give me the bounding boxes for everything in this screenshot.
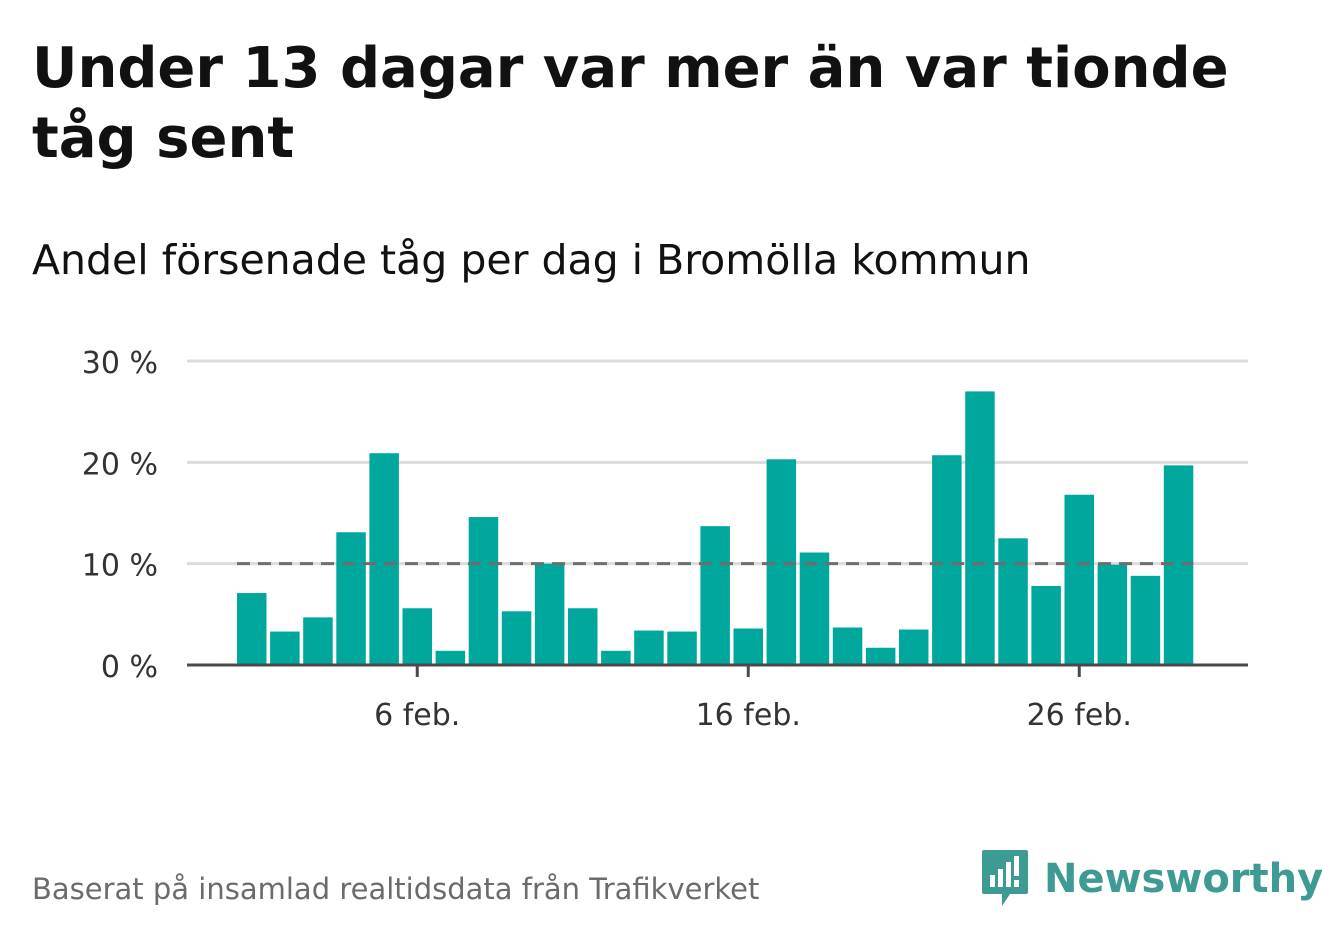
y-tick-label: 30 % bbox=[82, 346, 158, 381]
newsworthy-logo-icon bbox=[982, 850, 1028, 906]
bar: 27 feb.: 9.9 bbox=[1097, 564, 1128, 665]
bar: 28 feb.: 8.8 bbox=[1130, 575, 1161, 665]
bar: 8 feb.: 14.6 bbox=[468, 517, 499, 665]
chart-title: Under 13 dagar var mer än var tionde tåg… bbox=[32, 36, 1229, 171]
bar: 4 feb.: 13.1 bbox=[336, 532, 366, 665]
source-note: Baserat på insamlad realtidsdata från Tr… bbox=[32, 872, 760, 906]
bar: 9 feb.: 5.3 bbox=[501, 611, 532, 665]
bar: 3 feb.: 4.7 bbox=[303, 617, 333, 665]
bar: 15 feb.: 13.7 bbox=[700, 526, 730, 665]
x-tick-label: 6 feb. bbox=[374, 698, 460, 733]
bar: 23 feb.: 27 bbox=[965, 391, 995, 665]
x-axis: 6 feb. 16 feb. 26 feb. bbox=[187, 663, 1248, 733]
bar: 22 feb.: 20.7 bbox=[932, 455, 962, 665]
bar: 2 feb.: 3.3 bbox=[270, 631, 300, 665]
y-tick-label: 10 % bbox=[82, 549, 158, 584]
bar: 12 feb.: 1.4 bbox=[601, 650, 631, 665]
brand-name: Newsworthy bbox=[1044, 856, 1322, 902]
bar: 17 feb.: 20.3 bbox=[766, 459, 797, 665]
bar: 18 feb.: 11.1 bbox=[799, 552, 830, 665]
bar: 19 feb.: 3.7 bbox=[832, 627, 863, 665]
bar: 11 feb.: 5.6 bbox=[568, 608, 598, 665]
bars: 1 feb.: 7.12 feb.: 3.33 feb.: 4.74 feb.:… bbox=[237, 391, 1194, 665]
chart-subtitle: Andel försenade tåg per dag i Bromölla k… bbox=[32, 236, 1031, 284]
x-tick-label: 26 feb. bbox=[1027, 698, 1132, 733]
bar: 25 feb.: 7.8 bbox=[1031, 585, 1061, 665]
bar: 7 feb.: 1.4 bbox=[435, 650, 466, 665]
bar: 21 feb.: 3.5 bbox=[899, 629, 929, 665]
bar: 10 feb.: 10 bbox=[534, 563, 565, 665]
bar: 29 feb.: 19.7 bbox=[1163, 465, 1194, 665]
bar: 6 feb.: 5.6 bbox=[402, 608, 432, 665]
y-axis-ticks: 0 % 10 % 20 % 30 % bbox=[82, 346, 158, 685]
bar: 20 feb.: 1.7 bbox=[865, 647, 896, 665]
brand-logo[interactable]: Newsworthy bbox=[980, 848, 1322, 910]
bar: 1 feb.: 7.1 bbox=[237, 593, 267, 665]
bar: 16 feb.: 3.6 bbox=[733, 628, 763, 665]
x-tick-label: 16 feb. bbox=[696, 698, 801, 733]
bar: 24 feb.: 12.5 bbox=[998, 538, 1028, 665]
y-tick-label: 0 % bbox=[101, 650, 158, 685]
y-tick-label: 20 % bbox=[82, 447, 158, 482]
bar: 5 feb.: 20.9 bbox=[369, 453, 399, 665]
bar: 14 feb.: 3.3 bbox=[667, 631, 697, 665]
bar: 13 feb.: 3.4 bbox=[634, 630, 664, 665]
bar: 26 feb.: 16.8 bbox=[1064, 494, 1094, 665]
